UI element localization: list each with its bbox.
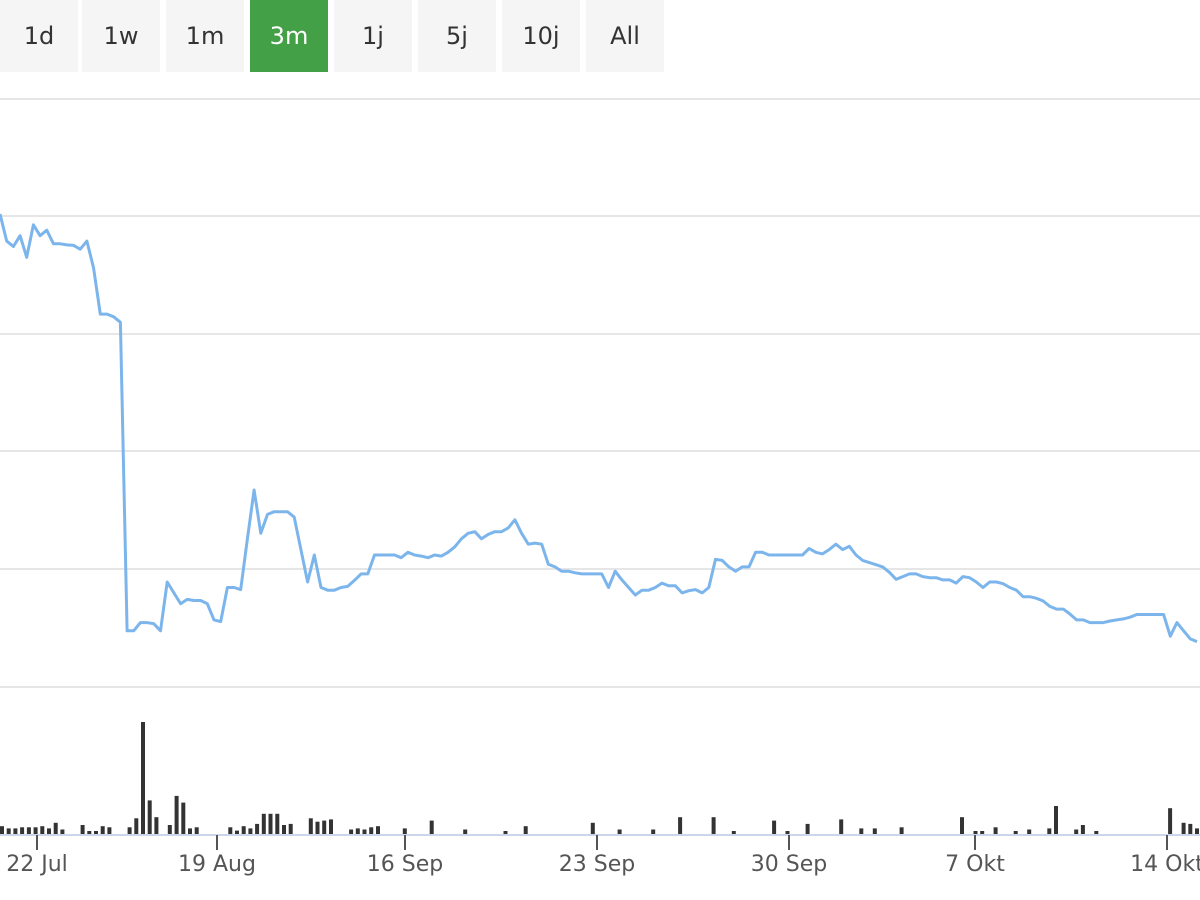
range-button-5j[interactable]: 5j — [418, 0, 496, 72]
volume-bar — [141, 722, 145, 834]
volume-bar — [53, 822, 58, 834]
volume-bar — [154, 817, 159, 834]
volume-bar — [33, 827, 38, 834]
volume-bar — [315, 821, 320, 834]
volume-bar — [228, 827, 233, 834]
volume-bar — [1195, 828, 1199, 834]
volume-bar — [362, 829, 367, 834]
volume-bar — [651, 829, 656, 834]
range-button-1j[interactable]: 1j — [334, 0, 412, 72]
volume-bar — [167, 825, 172, 834]
volume-bar — [617, 829, 622, 834]
volume-bar — [859, 828, 864, 834]
volume-bar — [1181, 822, 1186, 834]
volume-bar — [1168, 808, 1173, 834]
volume-bar — [872, 828, 877, 834]
volume-bar — [993, 827, 998, 834]
volume-bar — [980, 831, 985, 834]
volume-bar — [275, 813, 280, 834]
volume-bar — [13, 828, 18, 834]
volume-bar — [60, 829, 65, 834]
grid-lines — [0, 98, 1200, 688]
volume-bar — [590, 822, 595, 834]
volume-bar — [80, 825, 85, 834]
x-tick-label: 19 Aug — [178, 852, 256, 877]
volume-bar — [463, 829, 468, 834]
volume-bar — [1013, 831, 1018, 834]
volume-bar — [261, 813, 266, 834]
volume-bar — [355, 828, 360, 834]
x-tick-label: 30 Sep — [751, 852, 827, 877]
volume-bar — [147, 800, 152, 834]
volume-bar — [349, 829, 354, 834]
volume-bar — [194, 827, 199, 834]
volume-bar — [26, 827, 31, 834]
volume-bar — [1080, 825, 1085, 834]
range-button-10j[interactable]: 10j — [502, 0, 580, 72]
volume-bar — [127, 827, 132, 834]
volume-bar — [181, 802, 186, 834]
volume-bar — [369, 827, 374, 834]
volume-bar — [100, 826, 105, 834]
volume-bar — [107, 827, 112, 834]
volume-bar — [805, 823, 810, 834]
volume-bar — [235, 830, 239, 834]
volume-bar — [1054, 806, 1058, 834]
volume-bar — [711, 817, 716, 834]
volume-bar — [731, 831, 736, 834]
volume-bar — [1074, 829, 1079, 834]
range-button-1w[interactable]: 1w — [82, 0, 160, 72]
volume-bar — [960, 817, 964, 834]
volume-bar — [188, 828, 192, 834]
volume-bar — [973, 831, 978, 834]
volume-bar — [839, 819, 844, 834]
x-tick-label: 23 Sep — [559, 852, 635, 877]
volume-bar — [308, 818, 313, 834]
volume-bar — [20, 827, 25, 834]
x-tick-label: 7 Okt — [945, 852, 1005, 877]
volume-bar — [134, 818, 139, 834]
volume-bar — [402, 828, 407, 834]
volume-bar — [241, 826, 246, 834]
x-tick-label: 22 Jul — [6, 852, 68, 877]
volume-bar — [899, 827, 904, 834]
volume-bar — [0, 826, 4, 834]
x-tick-label: 14 Okt — [1130, 852, 1200, 877]
volume-bar — [1094, 831, 1099, 834]
volume-bar — [248, 828, 253, 834]
price-line — [0, 213, 1198, 643]
volume-bar — [772, 820, 777, 834]
volume-bar — [785, 831, 790, 834]
volume-bar — [523, 826, 528, 834]
volume-bar — [376, 826, 380, 834]
volume-bar — [429, 820, 434, 834]
volume-bar — [329, 819, 333, 834]
x-tick-label: 16 Sep — [367, 852, 443, 877]
volume-bar — [1188, 823, 1193, 834]
volume-bar — [678, 817, 683, 834]
volume-bar — [322, 820, 327, 834]
volume-bar — [1047, 828, 1052, 834]
range-button-1d[interactable]: 1d — [0, 0, 78, 72]
volume-bar — [47, 828, 51, 834]
x-axis: 22 Jul 19 Aug 16 Sep 23 Sep 30 Sep 7 Okt 14 Ok… — [0, 834, 1200, 877]
volume-bar — [94, 831, 98, 834]
volume-bar — [6, 828, 11, 834]
volume-bar — [282, 825, 286, 834]
volume-bar — [503, 831, 508, 834]
volume-bar — [1027, 829, 1032, 834]
volume-bar — [255, 823, 260, 834]
volume-bar — [288, 823, 293, 834]
range-button-1m[interactable]: 1m — [166, 0, 244, 72]
range-button-3m[interactable]: 3m — [250, 0, 328, 72]
volume-bar — [87, 831, 92, 834]
range-button-All[interactable]: All — [586, 0, 664, 72]
volume-bar — [174, 795, 179, 834]
volume-bars — [0, 722, 1199, 834]
volume-bar — [268, 813, 273, 834]
volume-bar — [40, 826, 45, 834]
